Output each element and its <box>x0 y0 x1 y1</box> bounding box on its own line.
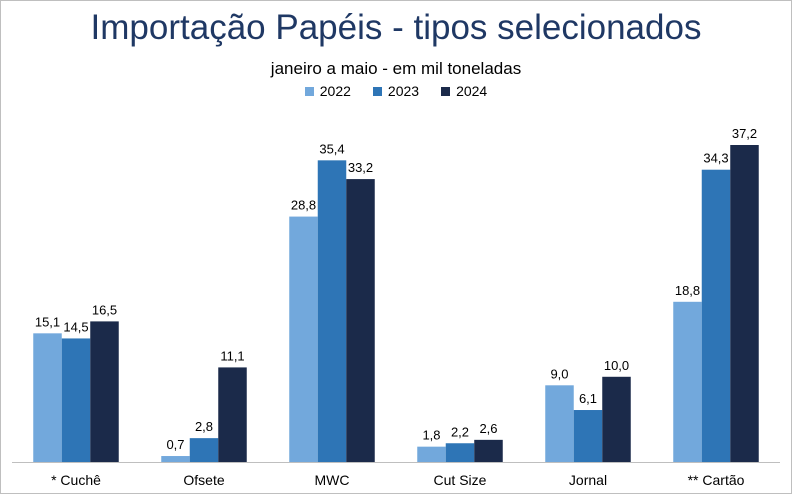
bar-2022-5 <box>673 301 702 462</box>
legend-label-2024: 2024 <box>456 83 488 99</box>
legend-swatch-2022 <box>304 86 314 96</box>
legend-swatch-2024 <box>441 86 451 96</box>
data-label-2024-3: 2,6 <box>479 421 497 436</box>
bar-2022-4 <box>545 385 574 462</box>
legend-item-2022: 2022 <box>304 83 351 99</box>
bar-2023-3 <box>445 443 475 462</box>
data-label-2023-5: 34,3 <box>703 151 728 166</box>
data-label-2024-1: 11,1 <box>220 348 244 363</box>
bar-2023-0 <box>61 338 91 462</box>
legend-item-2024: 2024 <box>441 83 487 99</box>
legend-label-2023: 2023 <box>387 83 420 99</box>
category-label-1: Ofsete <box>183 472 224 488</box>
category-label-3: Cut Size <box>434 472 487 488</box>
chart-subtitle: janeiro a maio - em mil toneladas <box>270 59 522 78</box>
category-label-2: MWC <box>315 472 350 488</box>
data-label-2024-2: 33,2 <box>348 160 373 175</box>
bar-2024-0 <box>90 321 119 462</box>
bar-2024-1 <box>218 367 247 462</box>
bar-2023-1 <box>189 438 219 462</box>
legend-swatch-2023 <box>372 86 382 96</box>
data-label-2022-2: 28,8 <box>291 198 316 213</box>
data-label-2022-5: 18,8 <box>675 283 700 298</box>
data-label-2022-3: 1,8 <box>422 428 440 443</box>
bar-2023-5 <box>701 169 731 462</box>
legend-label-2022: 2022 <box>319 83 351 99</box>
category-label-5: ** Cartão <box>688 472 745 488</box>
data-label-2023-4: 6,1 <box>579 391 597 406</box>
data-label-2023-0: 14,5 <box>63 319 88 334</box>
bar-2022-2 <box>289 216 318 462</box>
bar-2024-3 <box>474 439 503 462</box>
bar-2023-2 <box>317 160 347 462</box>
legend-item-2023: 2023 <box>372 83 420 99</box>
bar-2024-4 <box>602 376 631 462</box>
bar-2022-3 <box>417 446 446 462</box>
data-label-2022-0: 15,1 <box>35 314 60 329</box>
chart-title: Importação Papéis - tipos selecionados <box>90 8 702 47</box>
category-label-4: Jornal <box>569 472 607 488</box>
data-label-2024-0: 16,5 <box>92 302 117 317</box>
chart-legend: 2022 2023 2024 <box>0 83 792 99</box>
data-label-2023-3: 2,2 <box>451 424 469 439</box>
data-label-2023-1: 2,8 <box>195 419 213 434</box>
data-label-2022-1: 0,7 <box>166 437 184 452</box>
data-label-2024-4: 10,0 <box>604 358 629 373</box>
category-label-0: * Cuchê <box>51 472 101 488</box>
data-label-2023-2: 35,4 <box>319 141 344 156</box>
bar-2023-4 <box>573 410 603 462</box>
bar-2024-5 <box>730 145 759 462</box>
data-label-2022-4: 9,0 <box>550 366 568 381</box>
bar-2022-1 <box>161 456 190 462</box>
data-label-2024-5: 37,2 <box>732 126 757 141</box>
bar-2022-0 <box>33 333 62 462</box>
bar-2024-2 <box>346 179 375 462</box>
